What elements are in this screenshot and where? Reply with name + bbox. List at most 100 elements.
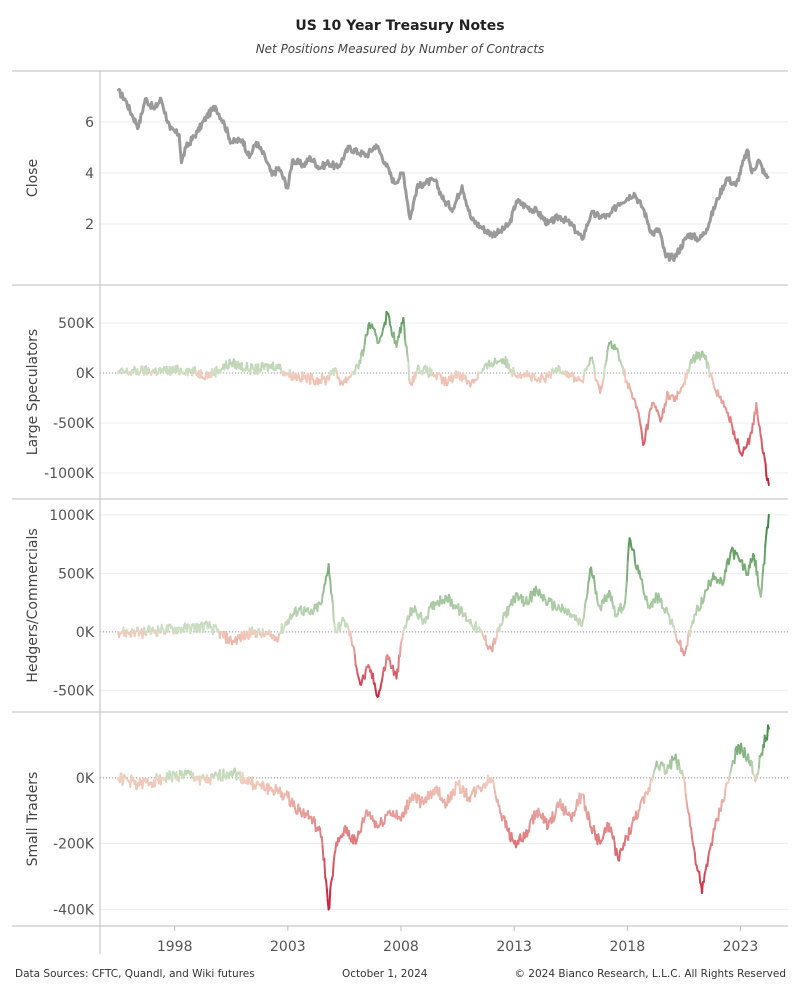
- x-tick-label: 2013: [496, 939, 532, 955]
- series-segment: [674, 753, 678, 765]
- series-segment: [713, 820, 717, 831]
- series-segment: [757, 766, 760, 776]
- series-segment: [590, 566, 593, 576]
- series-segment: [528, 595, 531, 604]
- series-segment: [198, 623, 202, 633]
- series-segment: [610, 595, 614, 605]
- series-segment: [671, 618, 674, 628]
- series-segment: [319, 827, 322, 838]
- series-segment: [723, 569, 727, 582]
- series-segment: [405, 345, 409, 358]
- y-tick-label: 1000K: [49, 508, 95, 524]
- y-axis-title: Large Speculators: [25, 329, 41, 455]
- x-tick-label: 1998: [157, 939, 193, 955]
- series-segment: [510, 831, 514, 841]
- series-segment: [309, 373, 312, 385]
- series-segment: [182, 623, 186, 633]
- series-segment: [550, 598, 554, 611]
- series-segment: [586, 581, 590, 595]
- series-segment: [359, 352, 363, 364]
- series-segment: [554, 803, 558, 813]
- series-segment: [692, 614, 696, 624]
- x-tick-label: 2018: [609, 939, 645, 955]
- series-segment: [279, 363, 283, 372]
- series-segment: [743, 563, 747, 572]
- series-segment: [352, 646, 356, 656]
- series-segment: [405, 619, 408, 629]
- series-segment: [765, 526, 768, 538]
- series-segment: [685, 800, 689, 810]
- series-segment: [327, 563, 331, 577]
- series-segment: [407, 361, 411, 381]
- series-segment: [728, 552, 732, 561]
- series-segment: [400, 813, 403, 822]
- series-segment: [636, 809, 640, 819]
- series-segment: [517, 836, 521, 845]
- series-segment: [748, 435, 751, 445]
- series-segment: [706, 855, 710, 867]
- series-segment: [711, 835, 714, 846]
- series-segment: [756, 570, 760, 587]
- series-segment: [752, 411, 756, 426]
- y-tick-label: 0K: [76, 625, 95, 641]
- series-segment: [375, 335, 379, 344]
- series-segment: [331, 602, 335, 621]
- y-tick-label: 6: [85, 115, 94, 131]
- series-segment: [760, 574, 764, 590]
- series-segment: [384, 655, 388, 667]
- series-segment: [716, 389, 720, 398]
- series-segment: [767, 477, 770, 486]
- series-segment: [363, 334, 367, 345]
- y-tick-label: 0K: [76, 771, 95, 787]
- series-segment: [457, 603, 461, 616]
- y-axis-title: Close: [25, 159, 41, 197]
- series-segment: [514, 592, 517, 604]
- series-segment: [588, 567, 592, 580]
- series-segment: [760, 438, 764, 450]
- series-segment: [766, 513, 770, 529]
- series-segment: [689, 626, 692, 638]
- series-segment: [397, 654, 400, 673]
- series-segment: [511, 595, 515, 606]
- series-line: [117, 310, 770, 486]
- series-segment: [338, 624, 342, 633]
- series-segment: [390, 326, 393, 336]
- series-segment: [343, 619, 347, 628]
- series-segment: [736, 438, 740, 449]
- series-segment: [353, 653, 357, 667]
- series-segment: [761, 563, 765, 577]
- series-segment: [758, 425, 762, 436]
- chart-title: US 10 Year Treasury Notes: [295, 18, 505, 34]
- series-segment: [544, 372, 548, 384]
- y-axis-title: Hedgers/Commercials: [25, 528, 41, 682]
- series-segment: [313, 819, 317, 833]
- series-segment: [388, 316, 392, 326]
- series-segment: [750, 422, 754, 434]
- series-segment: [507, 827, 511, 841]
- series-segment: [643, 792, 646, 804]
- series-segment: [420, 611, 423, 621]
- series-segment: [328, 888, 332, 909]
- close-series-line: [116, 87, 770, 263]
- series-segment: [690, 827, 693, 838]
- series-segment: [618, 850, 622, 862]
- series-segment: [331, 595, 334, 605]
- series-segment: [492, 779, 496, 789]
- series-segment: [759, 588, 763, 598]
- series-segment: [702, 872, 706, 884]
- series-segment: [249, 363, 253, 376]
- series-segment: [217, 772, 221, 781]
- series-segment: [402, 317, 406, 325]
- series-segment: [764, 462, 768, 477]
- series-segment: [329, 881, 333, 891]
- series-segment: [209, 773, 213, 786]
- series-segment: [350, 636, 354, 647]
- series-segment: [148, 625, 152, 635]
- series-segment: [287, 791, 291, 807]
- series-segment: [180, 770, 184, 779]
- series-segment: [579, 793, 583, 805]
- series-segment: [401, 630, 405, 640]
- series-segment: [605, 349, 609, 362]
- series-segment: [683, 781, 687, 796]
- chart-subtitle: Net Positions Measured by Number of Cont…: [255, 42, 545, 56]
